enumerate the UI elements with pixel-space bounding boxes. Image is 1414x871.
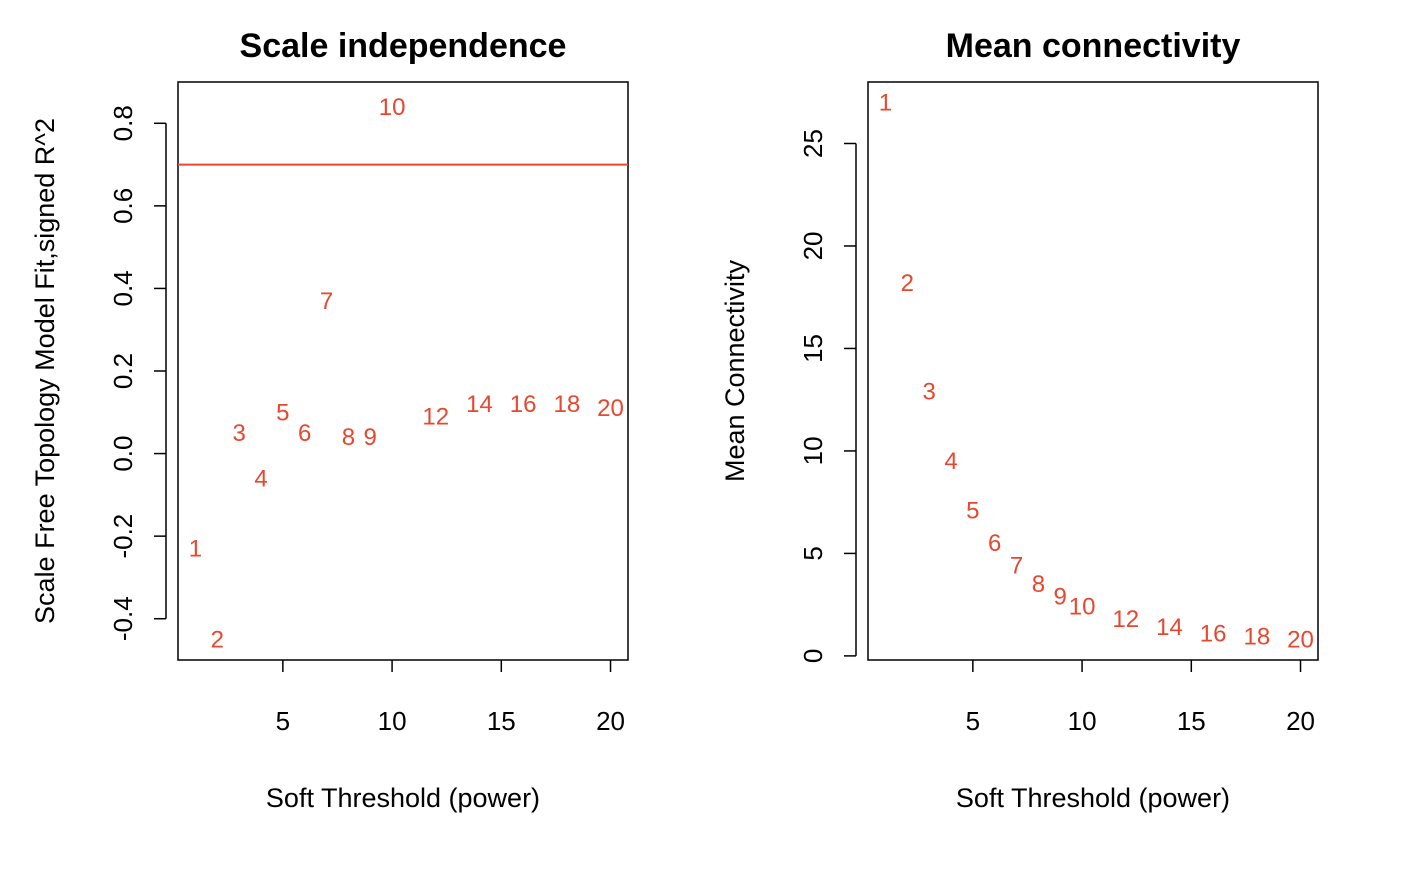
mean-connectivity-y-tick-label: 0 (798, 649, 828, 663)
scale-independence-plot-frame (177, 81, 629, 661)
scale-independence-y-tick-label: 0.4 (108, 270, 138, 306)
mean-connectivity-x-tick-label: 15 (1177, 706, 1206, 736)
mean-connectivity-point-9: 9 (1054, 583, 1067, 610)
mean-connectivity-point-6: 6 (988, 530, 1001, 557)
mean-connectivity-point-20: 20 (1287, 627, 1314, 654)
scale-independence-x-tick-label: 20 (596, 706, 625, 736)
scale-independence-x-axis-label: Soft Threshold (power) (266, 783, 540, 813)
scale-independence-panel: Scale independence Soft Threshold (power… (30, 27, 629, 813)
scale-independence-point-6: 6 (298, 420, 311, 447)
scale-independence-y-tick-label: 0.0 (108, 435, 138, 471)
scale-independence-point-10: 10 (379, 94, 406, 121)
mean-connectivity-plot-frame (867, 81, 1319, 661)
mean-connectivity-y-tick-label: 15 (798, 334, 828, 363)
mean-connectivity-point-7: 7 (1010, 553, 1023, 580)
scale-independence-x-tick-label: 10 (378, 706, 407, 736)
scale-independence-y-axis-label: Scale Free Topology Model Fit,signed R^2 (30, 118, 60, 624)
scale-independence-point-4: 4 (254, 465, 267, 492)
scale-independence-point-5: 5 (276, 399, 289, 426)
scale-independence-x-tick-label: 15 (487, 706, 516, 736)
scale-independence-y-tick-label: -0.4 (108, 596, 138, 641)
mean-connectivity-point-1: 1 (879, 89, 892, 116)
mean-connectivity-point-3: 3 (922, 378, 935, 405)
scale-independence-point-9: 9 (364, 424, 377, 451)
mean-connectivity-x-tick-label: 5 (966, 706, 980, 736)
mean-connectivity-point-18: 18 (1243, 623, 1270, 650)
scale-independence-title: Scale independence (240, 27, 567, 65)
scale-independence-point-18: 18 (553, 391, 580, 418)
scale-independence-point-20: 20 (597, 395, 624, 422)
mean-connectivity-title: Mean connectivity (946, 27, 1241, 65)
mean-connectivity-x-tick-label: 20 (1286, 706, 1315, 736)
scale-independence-y-tick-label: 0.8 (108, 105, 138, 141)
scale-independence-y-tick-label: 0.2 (108, 353, 138, 389)
mean-connectivity-x-axis-label: Soft Threshold (power) (956, 783, 1230, 813)
mean-connectivity-panel: Mean connectivity Soft Threshold (power)… (720, 27, 1319, 813)
mean-connectivity-point-10: 10 (1069, 594, 1096, 621)
mean-connectivity-y-tick-label: 5 (798, 546, 828, 560)
mean-connectivity-point-14: 14 (1156, 614, 1183, 641)
scale-independence-y-tick-label: -0.2 (108, 514, 138, 559)
mean-connectivity-point-4: 4 (944, 448, 957, 475)
mean-connectivity-point-12: 12 (1112, 606, 1139, 633)
scale-independence-point-14: 14 (466, 391, 493, 418)
mean-connectivity-point-16: 16 (1200, 620, 1227, 647)
scale-independence-point-2: 2 (211, 626, 224, 653)
mean-connectivity-point-8: 8 (1032, 571, 1045, 598)
mean-connectivity-x-tick-label: 10 (1068, 706, 1097, 736)
scale-independence-y-tick-label: 0.6 (108, 188, 138, 224)
mean-connectivity-y-tick-label: 10 (798, 436, 828, 465)
mean-connectivity-y-tick-label: 25 (798, 129, 828, 158)
mean-connectivity-y-tick-label: 20 (798, 232, 828, 261)
scale-independence-point-1: 1 (189, 536, 202, 563)
mean-connectivity-point-5: 5 (966, 497, 979, 524)
mean-connectivity-y-axis-label: Mean Connectivity (720, 259, 750, 482)
scale-independence-point-3: 3 (232, 420, 245, 447)
scale-independence-point-12: 12 (422, 403, 449, 430)
scale-independence-point-16: 16 (510, 391, 537, 418)
scale-independence-point-7: 7 (320, 288, 333, 315)
scale-independence-point-8: 8 (342, 424, 355, 451)
mean-connectivity-point-2: 2 (901, 270, 914, 297)
scale-independence-x-tick-label: 5 (276, 706, 290, 736)
